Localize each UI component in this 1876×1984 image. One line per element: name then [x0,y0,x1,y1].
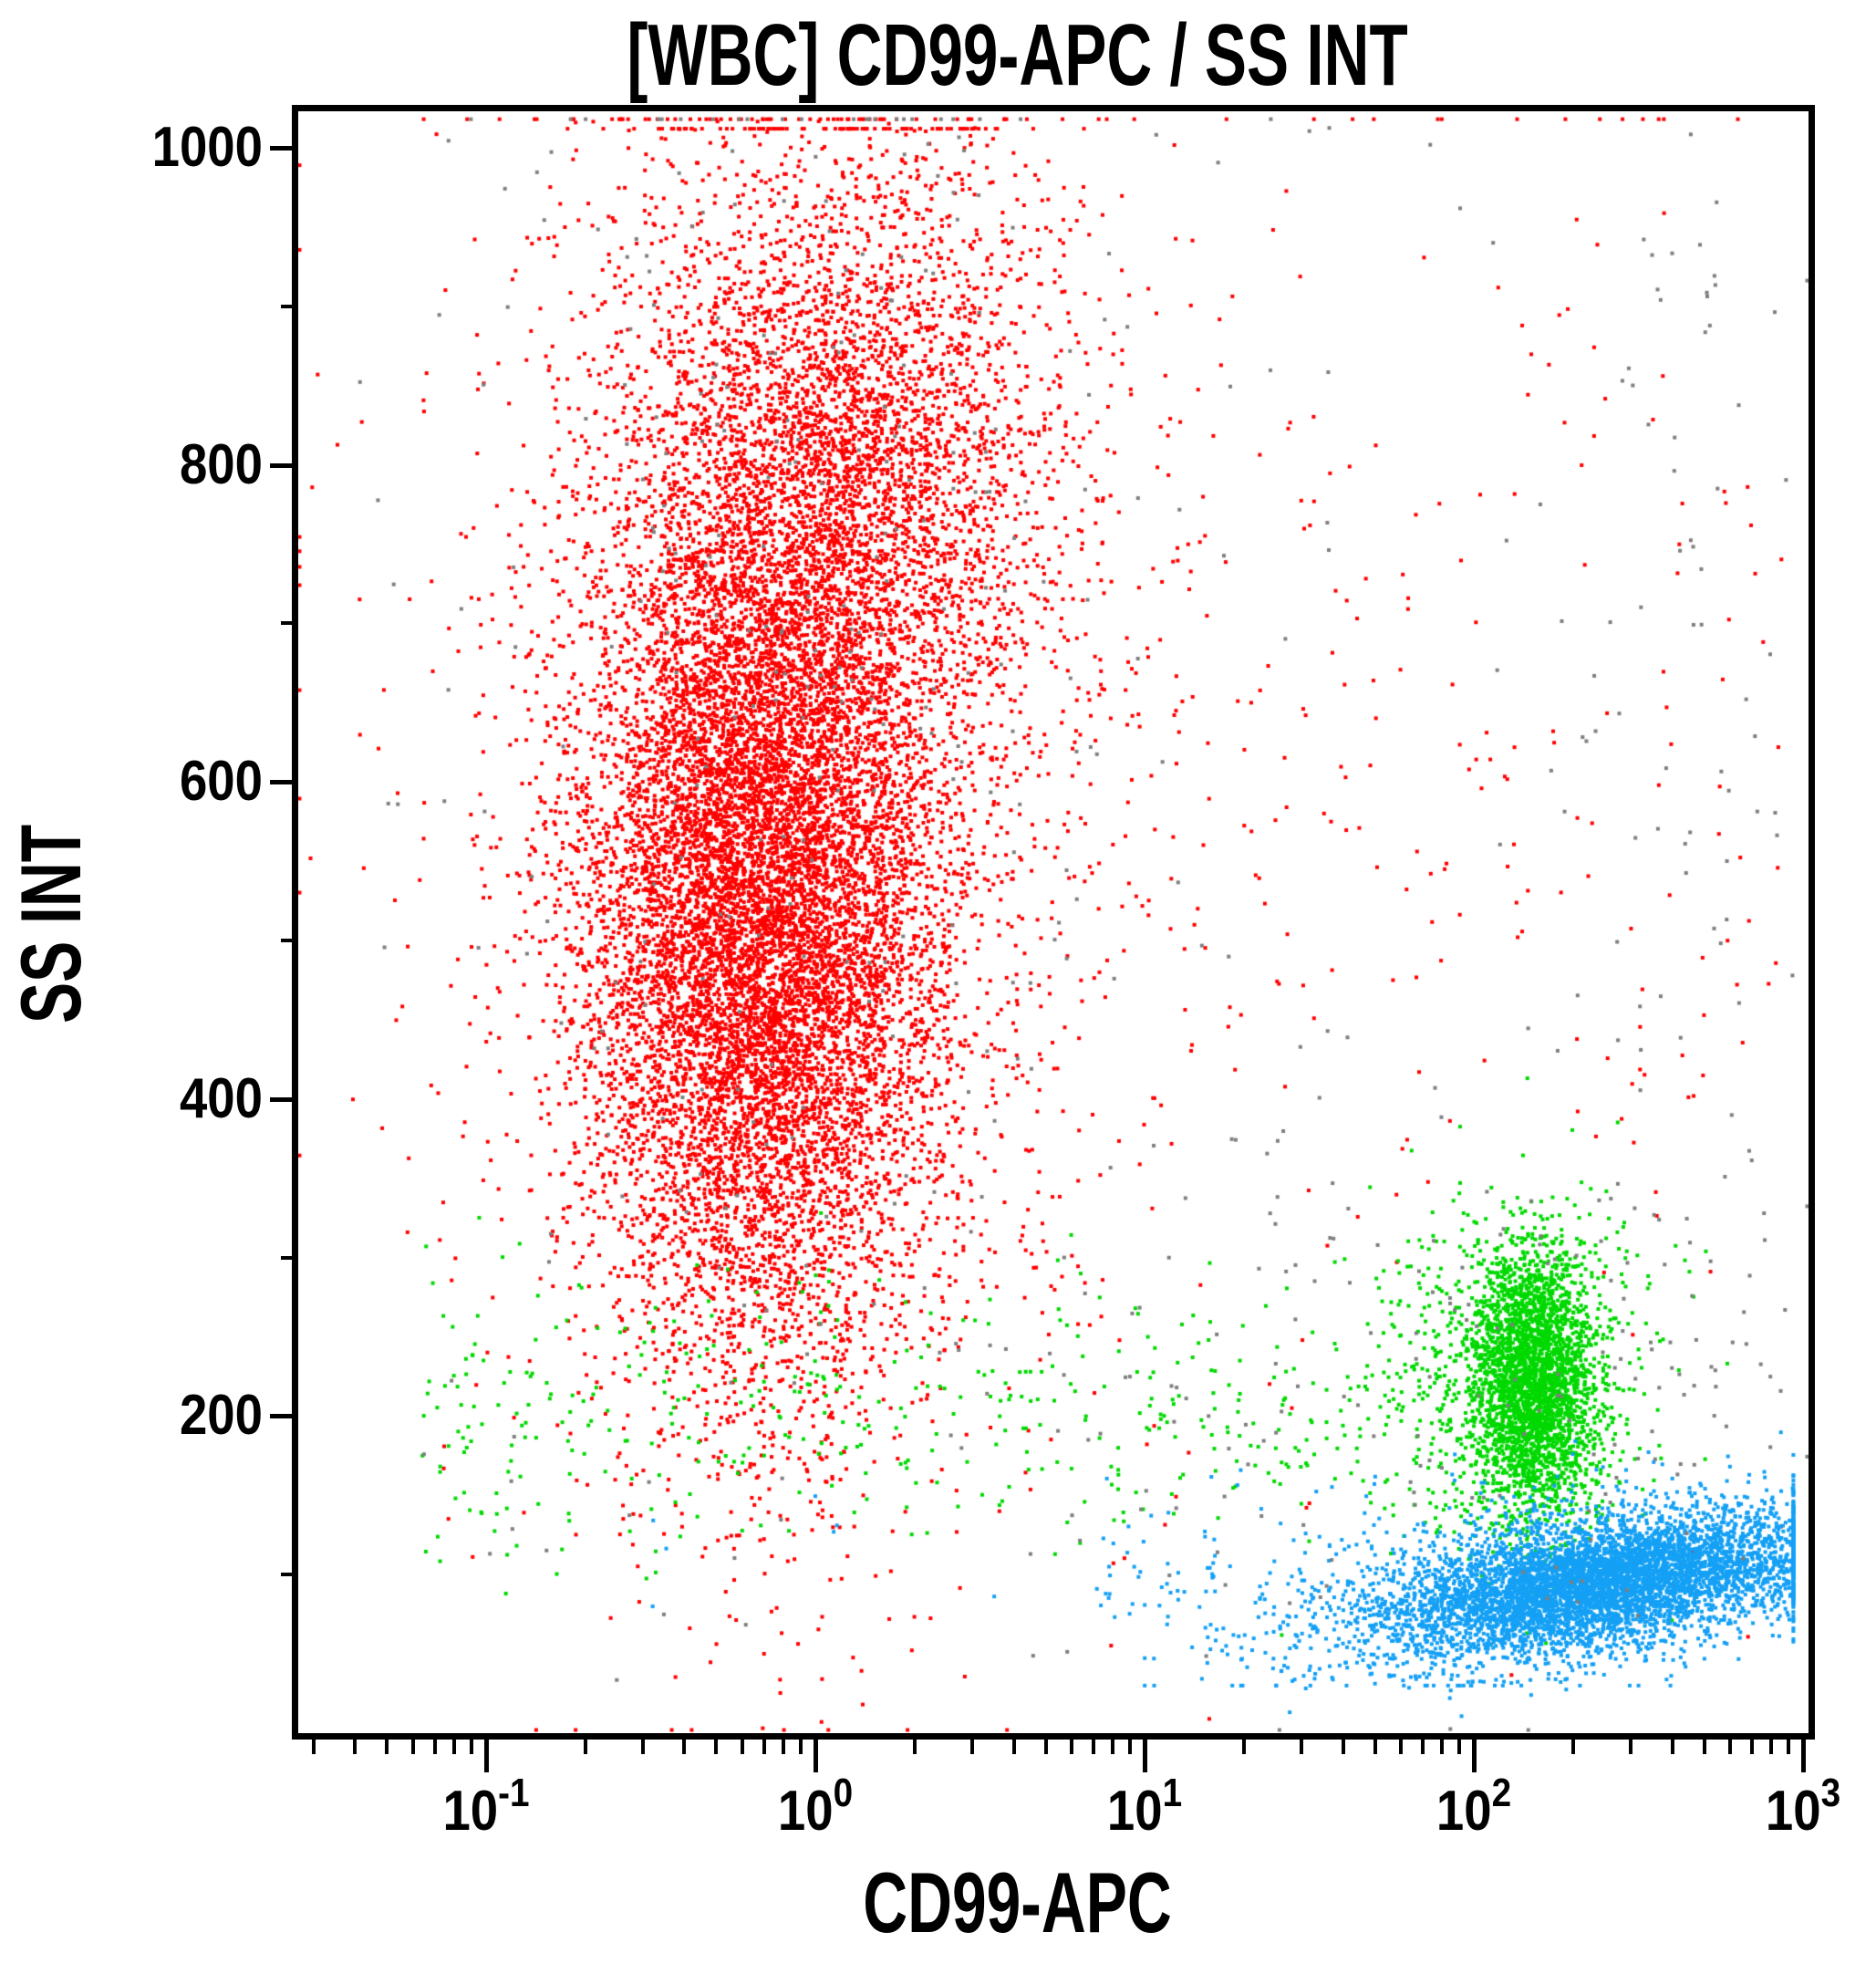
y-tick-label: 1000 [151,115,263,179]
x-minor-tick [1440,1736,1445,1754]
x-minor-tick [1750,1736,1755,1754]
y-major-tick [270,462,293,468]
y-axis-label: SS INT [3,824,98,1024]
x-minor-tick [1070,1736,1074,1754]
x-minor-tick [714,1736,719,1754]
x-minor-tick [1127,1736,1132,1754]
y-minor-tick [281,621,293,626]
x-minor-tick [1421,1736,1425,1754]
x-tick-label: 102 [1436,1771,1512,1844]
x-minor-tick [970,1736,975,1754]
x-minor-tick [1373,1736,1377,1754]
y-tick-label: 600 [179,750,263,814]
scatter-canvas [298,111,1809,1733]
x-minor-tick [469,1736,473,1754]
x-minor-tick [1341,1736,1345,1754]
x-minor-tick [1111,1736,1115,1754]
x-minor-tick [1786,1736,1790,1754]
x-minor-tick [641,1736,646,1754]
y-minor-tick [281,304,293,308]
plot-title: [WBC] CD99-APC / SS INT [627,6,1408,104]
x-minor-tick [353,1736,358,1754]
x-minor-tick [385,1736,389,1754]
x-tick-label: 10-1 [442,1771,530,1844]
x-major-tick [1143,1736,1148,1772]
x-minor-tick [1043,1736,1048,1754]
y-minor-tick [281,938,293,942]
x-tick-label: 101 [1107,1771,1183,1844]
x-minor-tick [1728,1736,1733,1754]
x-minor-tick [1570,1736,1575,1754]
x-minor-tick [798,1736,803,1754]
x-minor-tick [583,1736,587,1754]
x-minor-tick [1670,1736,1674,1754]
x-minor-tick [411,1736,416,1754]
x-axis-label: CD99-APC [863,1854,1172,1950]
x-minor-tick [1629,1736,1633,1754]
x-minor-tick [1399,1736,1404,1754]
x-minor-tick [1092,1736,1096,1754]
x-minor-tick [1702,1736,1706,1754]
x-minor-tick [912,1736,917,1754]
y-major-tick [270,145,293,151]
plot-frame [292,105,1815,1740]
x-major-tick [1801,1736,1807,1772]
y-major-tick [270,1414,293,1419]
y-tick-label: 200 [179,1384,263,1448]
y-tick-label: 800 [179,432,263,496]
x-minor-tick [433,1736,438,1754]
x-major-tick [1472,1736,1477,1772]
x-minor-tick [1456,1736,1461,1754]
x-minor-tick [782,1736,786,1754]
y-minor-tick [281,1573,293,1577]
y-major-tick [270,780,293,785]
x-minor-tick [312,1736,316,1754]
x-minor-tick [452,1736,457,1754]
x-tick-label: 103 [1766,1771,1841,1844]
x-minor-tick [762,1736,767,1754]
x-tick-label: 100 [778,1771,854,1844]
x-minor-tick [1769,1736,1774,1754]
x-minor-tick [682,1736,687,1754]
y-minor-tick [281,1255,293,1260]
x-major-tick [484,1736,490,1772]
y-tick-label: 400 [179,1066,263,1130]
x-major-tick [814,1736,819,1772]
x-minor-tick [741,1736,745,1754]
x-minor-tick [1011,1736,1016,1754]
x-minor-tick [1300,1736,1304,1754]
x-minor-tick [1241,1736,1246,1754]
y-major-tick [270,1096,293,1102]
